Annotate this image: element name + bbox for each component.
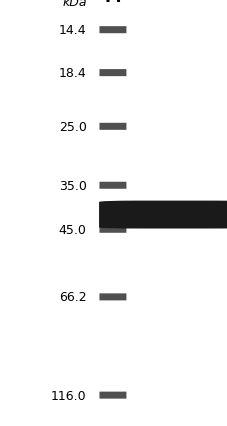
FancyBboxPatch shape bbox=[99, 182, 126, 189]
FancyBboxPatch shape bbox=[99, 391, 126, 399]
Text: 25.0: 25.0 bbox=[59, 121, 86, 133]
FancyBboxPatch shape bbox=[99, 226, 126, 233]
Text: 18.4: 18.4 bbox=[59, 67, 86, 80]
Text: M: M bbox=[104, 0, 121, 6]
Text: 14.4: 14.4 bbox=[59, 24, 86, 37]
Text: 35.0: 35.0 bbox=[59, 179, 86, 192]
Text: 116.0: 116.0 bbox=[51, 389, 86, 402]
Text: 45.0: 45.0 bbox=[59, 223, 86, 236]
FancyBboxPatch shape bbox=[99, 294, 126, 301]
Text: 66.2: 66.2 bbox=[59, 291, 86, 304]
FancyBboxPatch shape bbox=[99, 124, 126, 130]
FancyBboxPatch shape bbox=[99, 70, 126, 77]
FancyBboxPatch shape bbox=[99, 201, 227, 229]
Text: kDa: kDa bbox=[62, 0, 86, 9]
FancyBboxPatch shape bbox=[99, 27, 126, 34]
